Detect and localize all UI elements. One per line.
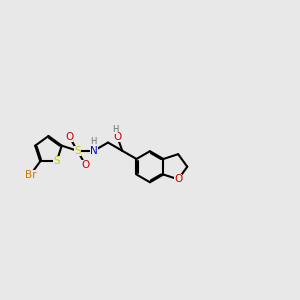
Text: N: N xyxy=(90,146,98,156)
Text: O: O xyxy=(174,174,182,184)
Text: Br: Br xyxy=(25,169,36,180)
Text: H: H xyxy=(112,125,118,134)
Text: S: S xyxy=(53,156,60,166)
Text: O: O xyxy=(113,132,122,142)
Text: O: O xyxy=(82,160,90,170)
Text: H: H xyxy=(91,137,97,146)
Text: S: S xyxy=(74,146,81,156)
Text: O: O xyxy=(65,131,73,142)
